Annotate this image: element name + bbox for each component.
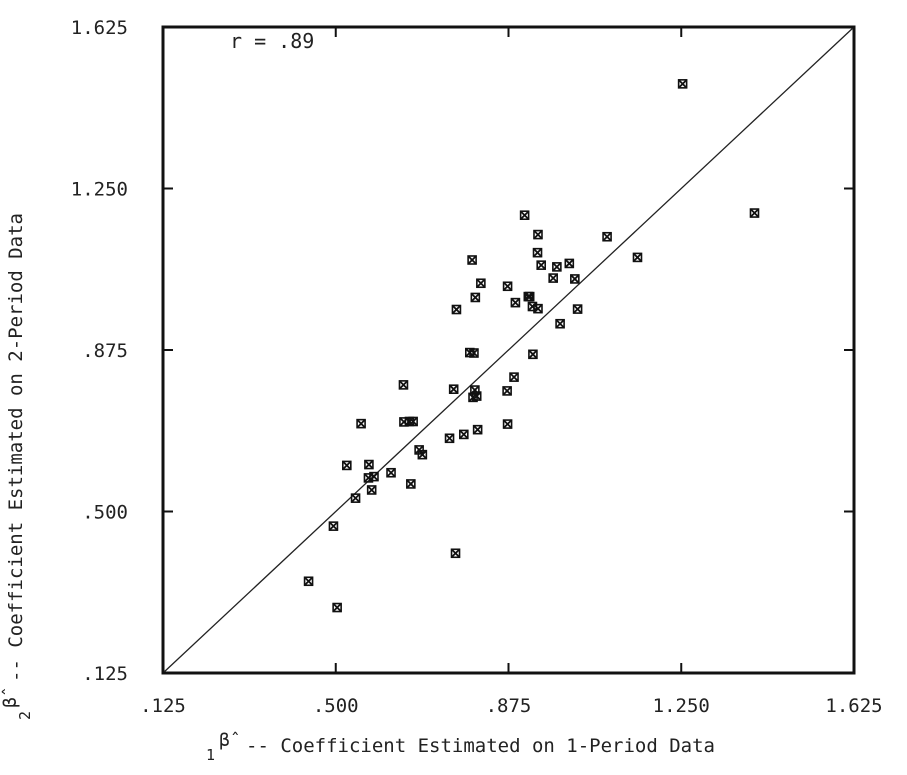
data-point	[572, 304, 583, 314]
data-point	[570, 274, 580, 284]
x-tick-label: .875	[486, 695, 532, 717]
data-point	[350, 493, 361, 503]
data-point	[749, 208, 760, 218]
y-tick-label: .125	[82, 663, 128, 685]
data-point	[356, 418, 366, 429]
data-point	[459, 429, 469, 440]
y-axis-label-text: -- Coefficient Estimated on 2-Period Dat…	[5, 213, 27, 682]
x-axis-label: 1 β̂ -- Coefficient Estimated on 1-Perio…	[206, 730, 715, 764]
x-axis-label-symbol: β̂	[219, 730, 239, 751]
y-axis-label-prefix: 2	[16, 711, 34, 720]
data-point	[470, 292, 481, 303]
x-tick-label: .500	[313, 695, 359, 717]
data-point	[502, 386, 512, 396]
data-point	[476, 278, 486, 289]
data-point	[502, 419, 513, 429]
x-tick-label: 1.625	[825, 695, 882, 717]
data-point	[398, 380, 409, 390]
data-point	[342, 460, 352, 471]
reference-line	[162, 26, 855, 674]
data-point	[536, 260, 547, 270]
y-tick-label: .500	[82, 502, 128, 524]
data-point	[408, 416, 418, 427]
x-axis-label-text: -- Coefficient Estimated on 1-Period Dat…	[246, 735, 715, 757]
data-point	[328, 521, 339, 531]
data-point	[528, 349, 538, 360]
data-point	[519, 210, 530, 221]
data-point	[444, 433, 455, 444]
data-point	[564, 258, 575, 269]
data-point	[532, 247, 543, 258]
data-point	[448, 384, 459, 394]
data-point	[332, 602, 342, 613]
y-axis-label-symbol: β̂	[0, 688, 21, 708]
data-point	[451, 304, 462, 315]
data-point	[471, 391, 482, 401]
data-point	[524, 291, 535, 302]
data-point	[548, 273, 558, 283]
x-axis-label-prefix: 1	[206, 746, 215, 764]
data-point	[303, 576, 314, 587]
data-point	[417, 449, 428, 460]
annotation-r: r = .89	[230, 29, 314, 53]
data-point	[386, 467, 396, 478]
data-point	[467, 255, 477, 265]
data-point	[552, 262, 562, 272]
data-point	[502, 281, 513, 292]
data-point	[450, 548, 461, 559]
data-point	[366, 485, 377, 495]
data-point	[677, 79, 688, 89]
data-point	[533, 229, 543, 240]
data-point	[406, 479, 416, 489]
data-point	[469, 348, 479, 358]
data-point	[510, 297, 521, 308]
data-point	[632, 252, 643, 263]
y-tick-label: 1.250	[71, 179, 128, 201]
y-tick-label: .875	[82, 340, 128, 362]
x-tick-label: .125	[140, 695, 186, 717]
x-tick-label: 1.250	[653, 695, 710, 717]
data-point	[472, 424, 483, 435]
data-point	[364, 459, 374, 470]
y-axis-label: 2 β̂ -- Coefficient Estimated on 2-Perio…	[0, 213, 34, 720]
data-point	[555, 318, 565, 329]
data-point	[509, 372, 519, 382]
data-point	[533, 303, 543, 314]
data-point	[369, 471, 379, 482]
data-point	[602, 231, 612, 242]
y-tick-label: 1.625	[71, 17, 128, 39]
